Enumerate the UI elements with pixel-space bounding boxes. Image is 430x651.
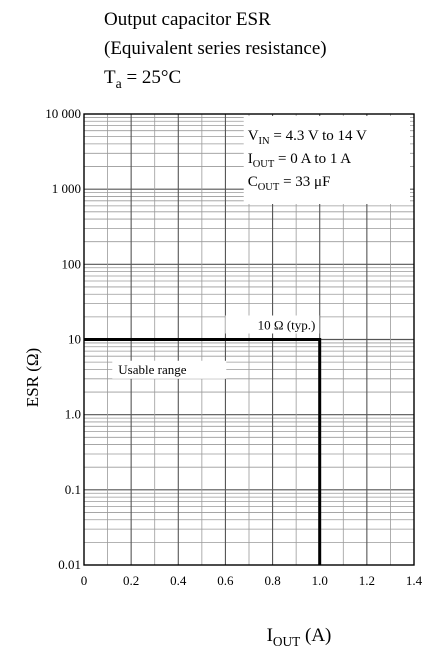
annotation-group: VIN = 4.3 V to 14 V IOUT = 0 A to 1 A COUT…: [112, 116, 410, 379]
typ-label-bg: [225, 315, 320, 334]
usable-range-boundary: [84, 338, 322, 565]
chart-title-line-3: Ta = 25°C: [104, 67, 182, 91]
condition-text: COUT = 33 μF: [248, 174, 331, 193]
x-tick-label: 0.6: [217, 573, 234, 588]
condition-text: VIN = 4.3 V to 14 V: [248, 128, 367, 147]
chart-title-line-1: Output capacitor ESR: [104, 9, 271, 30]
x-tick-label: 0: [81, 573, 88, 588]
chart-title-line-2: (Equivalent series resistance): [104, 38, 327, 59]
y-tick-label: 0.1: [65, 482, 81, 497]
x-tick-label: 1.4: [406, 573, 423, 588]
region-label: Usable range: [118, 362, 186, 377]
tick-labels: 0 0.2 0.4 0.6 0.8 1.0 1.2 1.4 0.01 0.1 1.0 10 100 1 0…: [45, 106, 422, 588]
y-axis-label: ESR (Ω): [23, 348, 42, 407]
x-tick-label: 1.2: [359, 573, 375, 588]
y-tick-label: 1 000: [52, 181, 81, 196]
x-axis-label: IOUT (A): [267, 625, 332, 649]
x-tick-label: 1.0: [312, 573, 328, 588]
series-group: [84, 338, 322, 565]
typ-label: 10 Ω (typ.): [258, 318, 316, 333]
x-tick-label: 0.8: [264, 573, 280, 588]
y-tick-label: 1.0: [65, 407, 81, 422]
y-tick-label: 0.01: [58, 557, 81, 572]
y-tick-label: 100: [62, 256, 82, 271]
axis-labels: IOUT (A) ESR (Ω): [23, 348, 331, 649]
x-tick-label: 0.2: [123, 573, 139, 588]
x-tick-label: 0.4: [170, 573, 187, 588]
condition-text: IOUT = 0 A to 1 A: [248, 151, 352, 170]
region-label-bg: [112, 360, 227, 379]
conditions-box: [243, 116, 410, 204]
y-tick-label: 10: [68, 332, 81, 347]
y-tick-label: 10 000: [45, 106, 81, 121]
